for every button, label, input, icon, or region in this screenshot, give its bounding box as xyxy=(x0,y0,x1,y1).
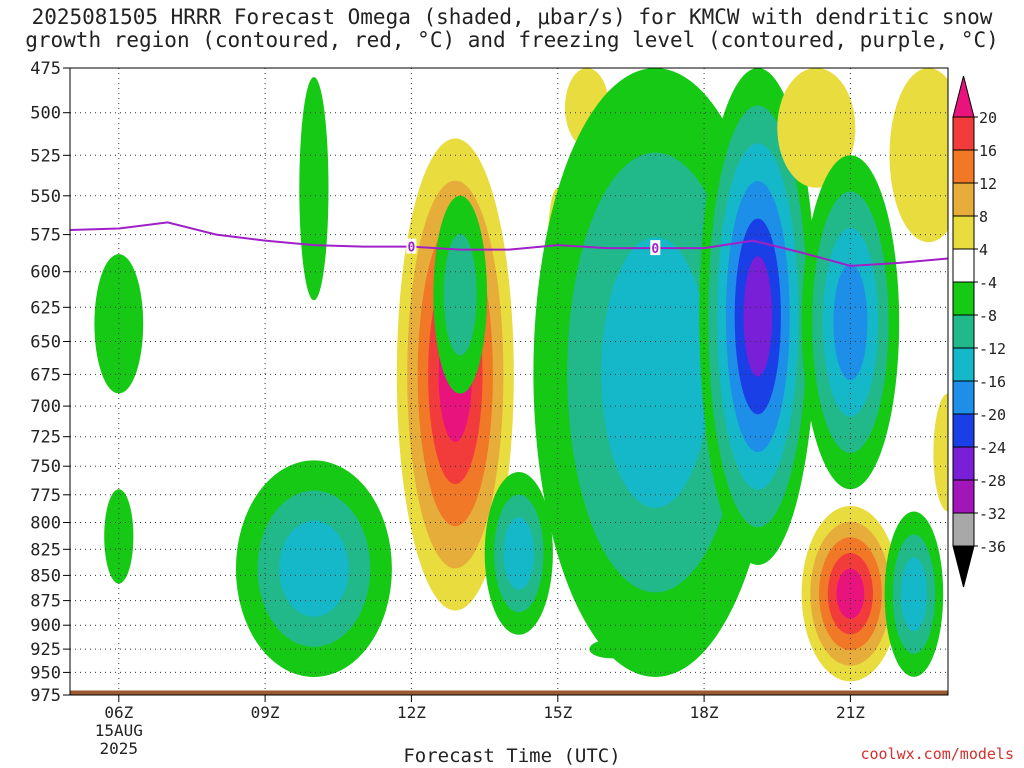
colorbar-bottom-arrow xyxy=(952,545,975,588)
colorbar-bin xyxy=(952,116,975,151)
y-tick-label: 725 xyxy=(30,428,61,448)
colorbar-label: -36 xyxy=(979,538,1006,556)
y-tick-label: 950 xyxy=(30,663,61,683)
colorbar-bin xyxy=(952,248,975,283)
omega-cell-15-level-2 xyxy=(900,557,927,631)
y-tick-label: 900 xyxy=(30,616,61,636)
colorbar-label: -16 xyxy=(979,373,1006,391)
site-credit: coolwx.com/models xyxy=(860,745,1014,763)
colorbar-label: -32 xyxy=(979,505,1006,523)
omega-cell-2-level-0 xyxy=(299,77,329,301)
chart-title: 2025081505 HRRR Forecast Omega (shaded, … xyxy=(0,6,1024,52)
freezing-level-label-bg xyxy=(406,238,417,254)
y-tick-label: 925 xyxy=(30,640,61,660)
colorbar-bin xyxy=(952,281,975,316)
freezing-level-label: 0 xyxy=(407,241,415,256)
colorbar-label: 4 xyxy=(979,241,988,259)
y-tick-label: 750 xyxy=(30,457,61,477)
omega-cell-16-level-0 xyxy=(889,68,948,243)
omega-cell-13-level-3 xyxy=(833,264,868,381)
colorbar-label: -20 xyxy=(979,406,1006,424)
colorbar-label: 16 xyxy=(979,142,997,160)
omega-cell-11-level-5 xyxy=(743,256,772,377)
x-tick-year-label: 2025 xyxy=(100,739,139,758)
x-tick-label: 18Z xyxy=(690,703,719,722)
y-tick-label: 775 xyxy=(30,486,61,506)
omega-cell-1-level-0 xyxy=(104,489,134,584)
y-tick-label: 575 xyxy=(30,226,61,246)
colorbar-bin xyxy=(952,512,975,547)
colorbar-bin xyxy=(952,347,975,382)
freezing-level-line xyxy=(70,221,948,267)
omega-cell-10-level-2 xyxy=(601,237,710,508)
x-axis-title: Forecast Time (UTC) xyxy=(403,745,621,767)
colorbar-bin xyxy=(952,314,975,349)
freezing-level-label: 0 xyxy=(651,242,659,257)
colorbar-label: -8 xyxy=(979,307,997,325)
ground-terrain xyxy=(70,690,948,695)
y-tick-label: 850 xyxy=(30,566,61,586)
plot-frame xyxy=(69,67,949,696)
omega-cell-5-level-1 xyxy=(443,233,477,356)
colorbar-top-arrow xyxy=(952,75,975,118)
omega-cell-12-level-0 xyxy=(777,68,856,188)
ground-band xyxy=(70,690,948,695)
colorbar-label: -4 xyxy=(979,274,997,292)
colorbar-bin xyxy=(952,413,975,448)
x-tick-date-label: 15AUG xyxy=(95,721,143,740)
title-line-1: 2025081505 HRRR Forecast Omega (shaded, … xyxy=(31,5,993,29)
colorbar-label: -28 xyxy=(979,472,1006,490)
y-tick-label: 550 xyxy=(30,187,61,207)
x-tick-label: 09Z xyxy=(251,703,280,722)
colorbar: 20 16 12 8 4 -4 -8 -12 -16 -20 -24 -28 -32 -36 xyxy=(952,75,1006,588)
colorbar-label: -12 xyxy=(979,340,1006,358)
title-line-2: growth region (contoured, red, °C) and f… xyxy=(25,28,999,52)
x-tick-label: 21Z xyxy=(836,703,865,722)
omega-cell-3-level-2 xyxy=(279,520,349,617)
y-axis: 475 500 525 550 575 600 625 650 675 700 725 750 775 8… xyxy=(30,59,70,706)
x-tick-label: 06Z xyxy=(104,703,133,722)
y-tick-label: 675 xyxy=(30,365,61,385)
colorbar-label: -24 xyxy=(979,439,1006,457)
colorbar-bin xyxy=(952,446,975,481)
y-tick-label: 475 xyxy=(30,59,61,79)
y-tick-label: 975 xyxy=(30,686,61,706)
colorbar-bin xyxy=(952,215,975,250)
colorbar-label: 20 xyxy=(979,109,997,127)
y-tick-label: 700 xyxy=(30,397,61,417)
omega-cell-17-level-0 xyxy=(933,393,948,512)
colorbar-label: 12 xyxy=(979,175,997,193)
y-tick-label: 825 xyxy=(30,540,61,560)
y-tick-label: 600 xyxy=(30,263,61,283)
colorbar-bin xyxy=(952,479,975,514)
y-tick-label: 625 xyxy=(30,298,61,318)
freezing-level-label-bg xyxy=(650,240,661,256)
omega-cell-6-level-2 xyxy=(503,517,534,590)
y-tick-label: 800 xyxy=(30,514,61,534)
y-tick-label: 525 xyxy=(30,146,61,166)
x-tick-label: 12Z xyxy=(397,703,426,722)
y-tick-label: 875 xyxy=(30,592,61,612)
y-tick-label: 650 xyxy=(30,333,61,353)
x-tick-label: 15Z xyxy=(543,703,572,722)
y-tick-label: 500 xyxy=(30,104,61,124)
colorbar-bin xyxy=(952,380,975,415)
colorbar-bin xyxy=(952,182,975,217)
colorbar-label: 8 xyxy=(979,208,988,226)
colorbar-bin xyxy=(952,149,975,184)
